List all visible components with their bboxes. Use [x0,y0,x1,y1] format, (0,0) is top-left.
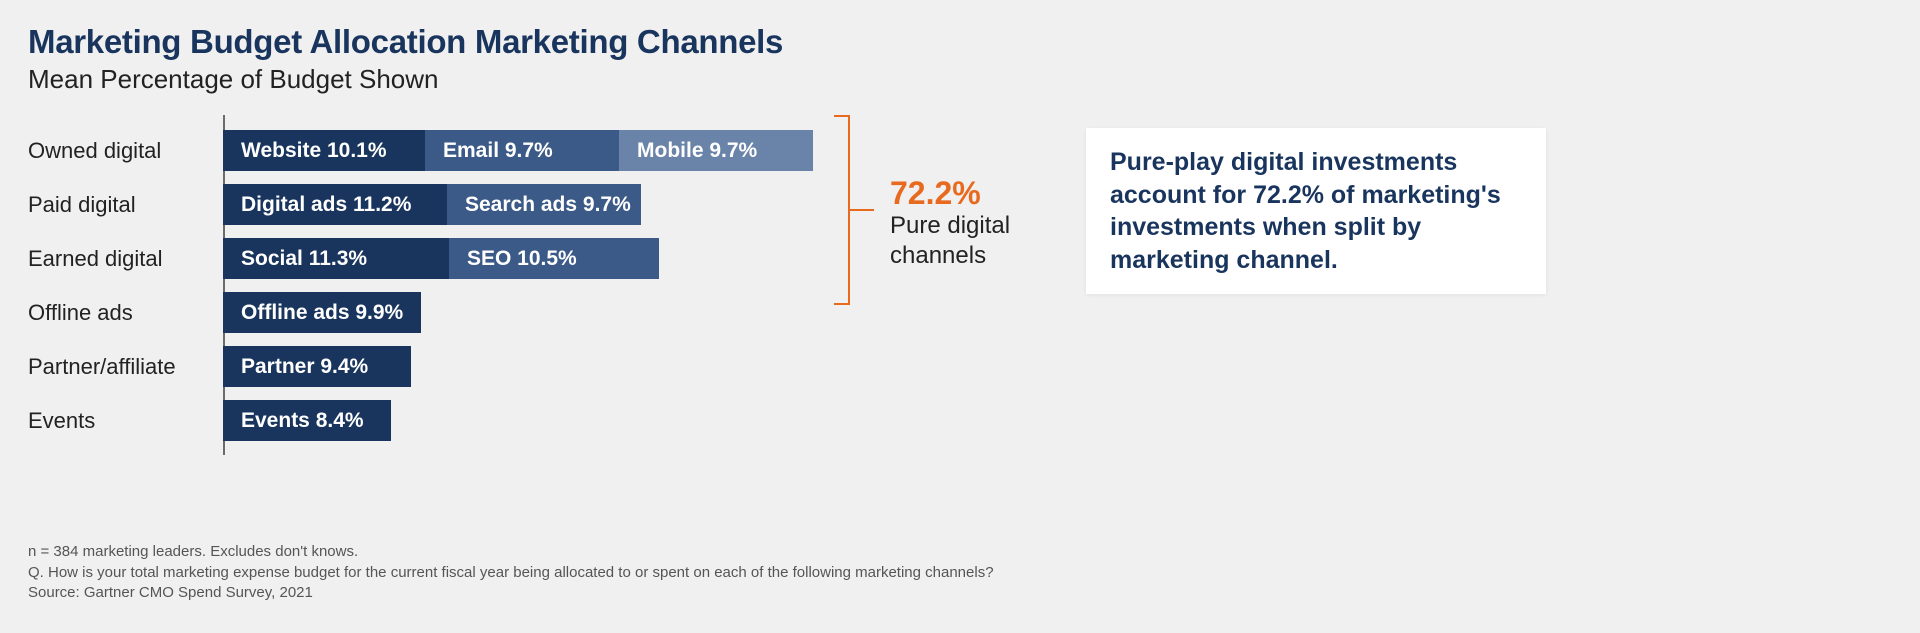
chart-row: Offline adsOffline ads 9.9% [28,292,421,333]
bar-track: Partner 9.4% [223,346,411,387]
footnote-n: n = 384 marketing leaders. Excludes don'… [28,542,994,562]
bar-track: Website 10.1%Email 9.7%Mobile 9.7% [223,130,813,171]
bar-segment: Events 8.4% [223,400,391,441]
row-label: Partner/affiliate [28,354,223,380]
row-label: Events [28,408,223,434]
row-label: Earned digital [28,246,223,272]
chart-row: Earned digitalSocial 11.3%SEO 10.5% [28,238,659,279]
chart-title: Marketing Budget Allocation Marketing Ch… [28,24,1892,60]
bar-segment: Website 10.1% [223,130,425,171]
chart-row: Owned digitalWebsite 10.1%Email 9.7%Mobi… [28,130,813,171]
bar-track: Offline ads 9.9% [223,292,421,333]
bar-track: Social 11.3%SEO 10.5% [223,238,659,279]
row-label: Offline ads [28,300,223,326]
footnote-q: Q. How is your total marketing expense b… [28,563,994,583]
callout-percent: 72.2% [890,177,981,209]
row-label: Paid digital [28,192,223,218]
bar-segment: SEO 10.5% [449,238,659,279]
bar-track: Events 8.4% [223,400,391,441]
chart-area: Owned digitalWebsite 10.1%Email 9.7%Mobi… [28,115,1892,455]
chart-row: Paid digitalDigital ads 11.2%Search ads … [28,184,641,225]
footnotes: n = 384 marketing leaders. Excludes don'… [28,542,994,603]
bar-segment: Search ads 9.7% [447,184,641,225]
bracket-tick [848,209,874,211]
bar-segment: Social 11.3% [223,238,449,279]
digital-bracket [848,115,850,305]
row-label: Owned digital [28,138,223,164]
chart-row: EventsEvents 8.4% [28,400,391,441]
bar-segment: Partner 9.4% [223,346,411,387]
chart-subtitle: Mean Percentage of Budget Shown [28,64,1892,95]
callout-subtext: Pure digitalchannels [890,211,1010,271]
bar-segment: Mobile 9.7% [619,130,813,171]
footnote-source: Source: Gartner CMO Spend Survey, 2021 [28,583,994,603]
bar-segment: Digital ads 11.2% [223,184,447,225]
bar-segment: Offline ads 9.9% [223,292,421,333]
bar-track: Digital ads 11.2%Search ads 9.7% [223,184,641,225]
bar-segment: Email 9.7% [425,130,619,171]
insight-box: Pure-play digital investments account fo… [1086,128,1546,294]
chart-row: Partner/affiliatePartner 9.4% [28,346,411,387]
